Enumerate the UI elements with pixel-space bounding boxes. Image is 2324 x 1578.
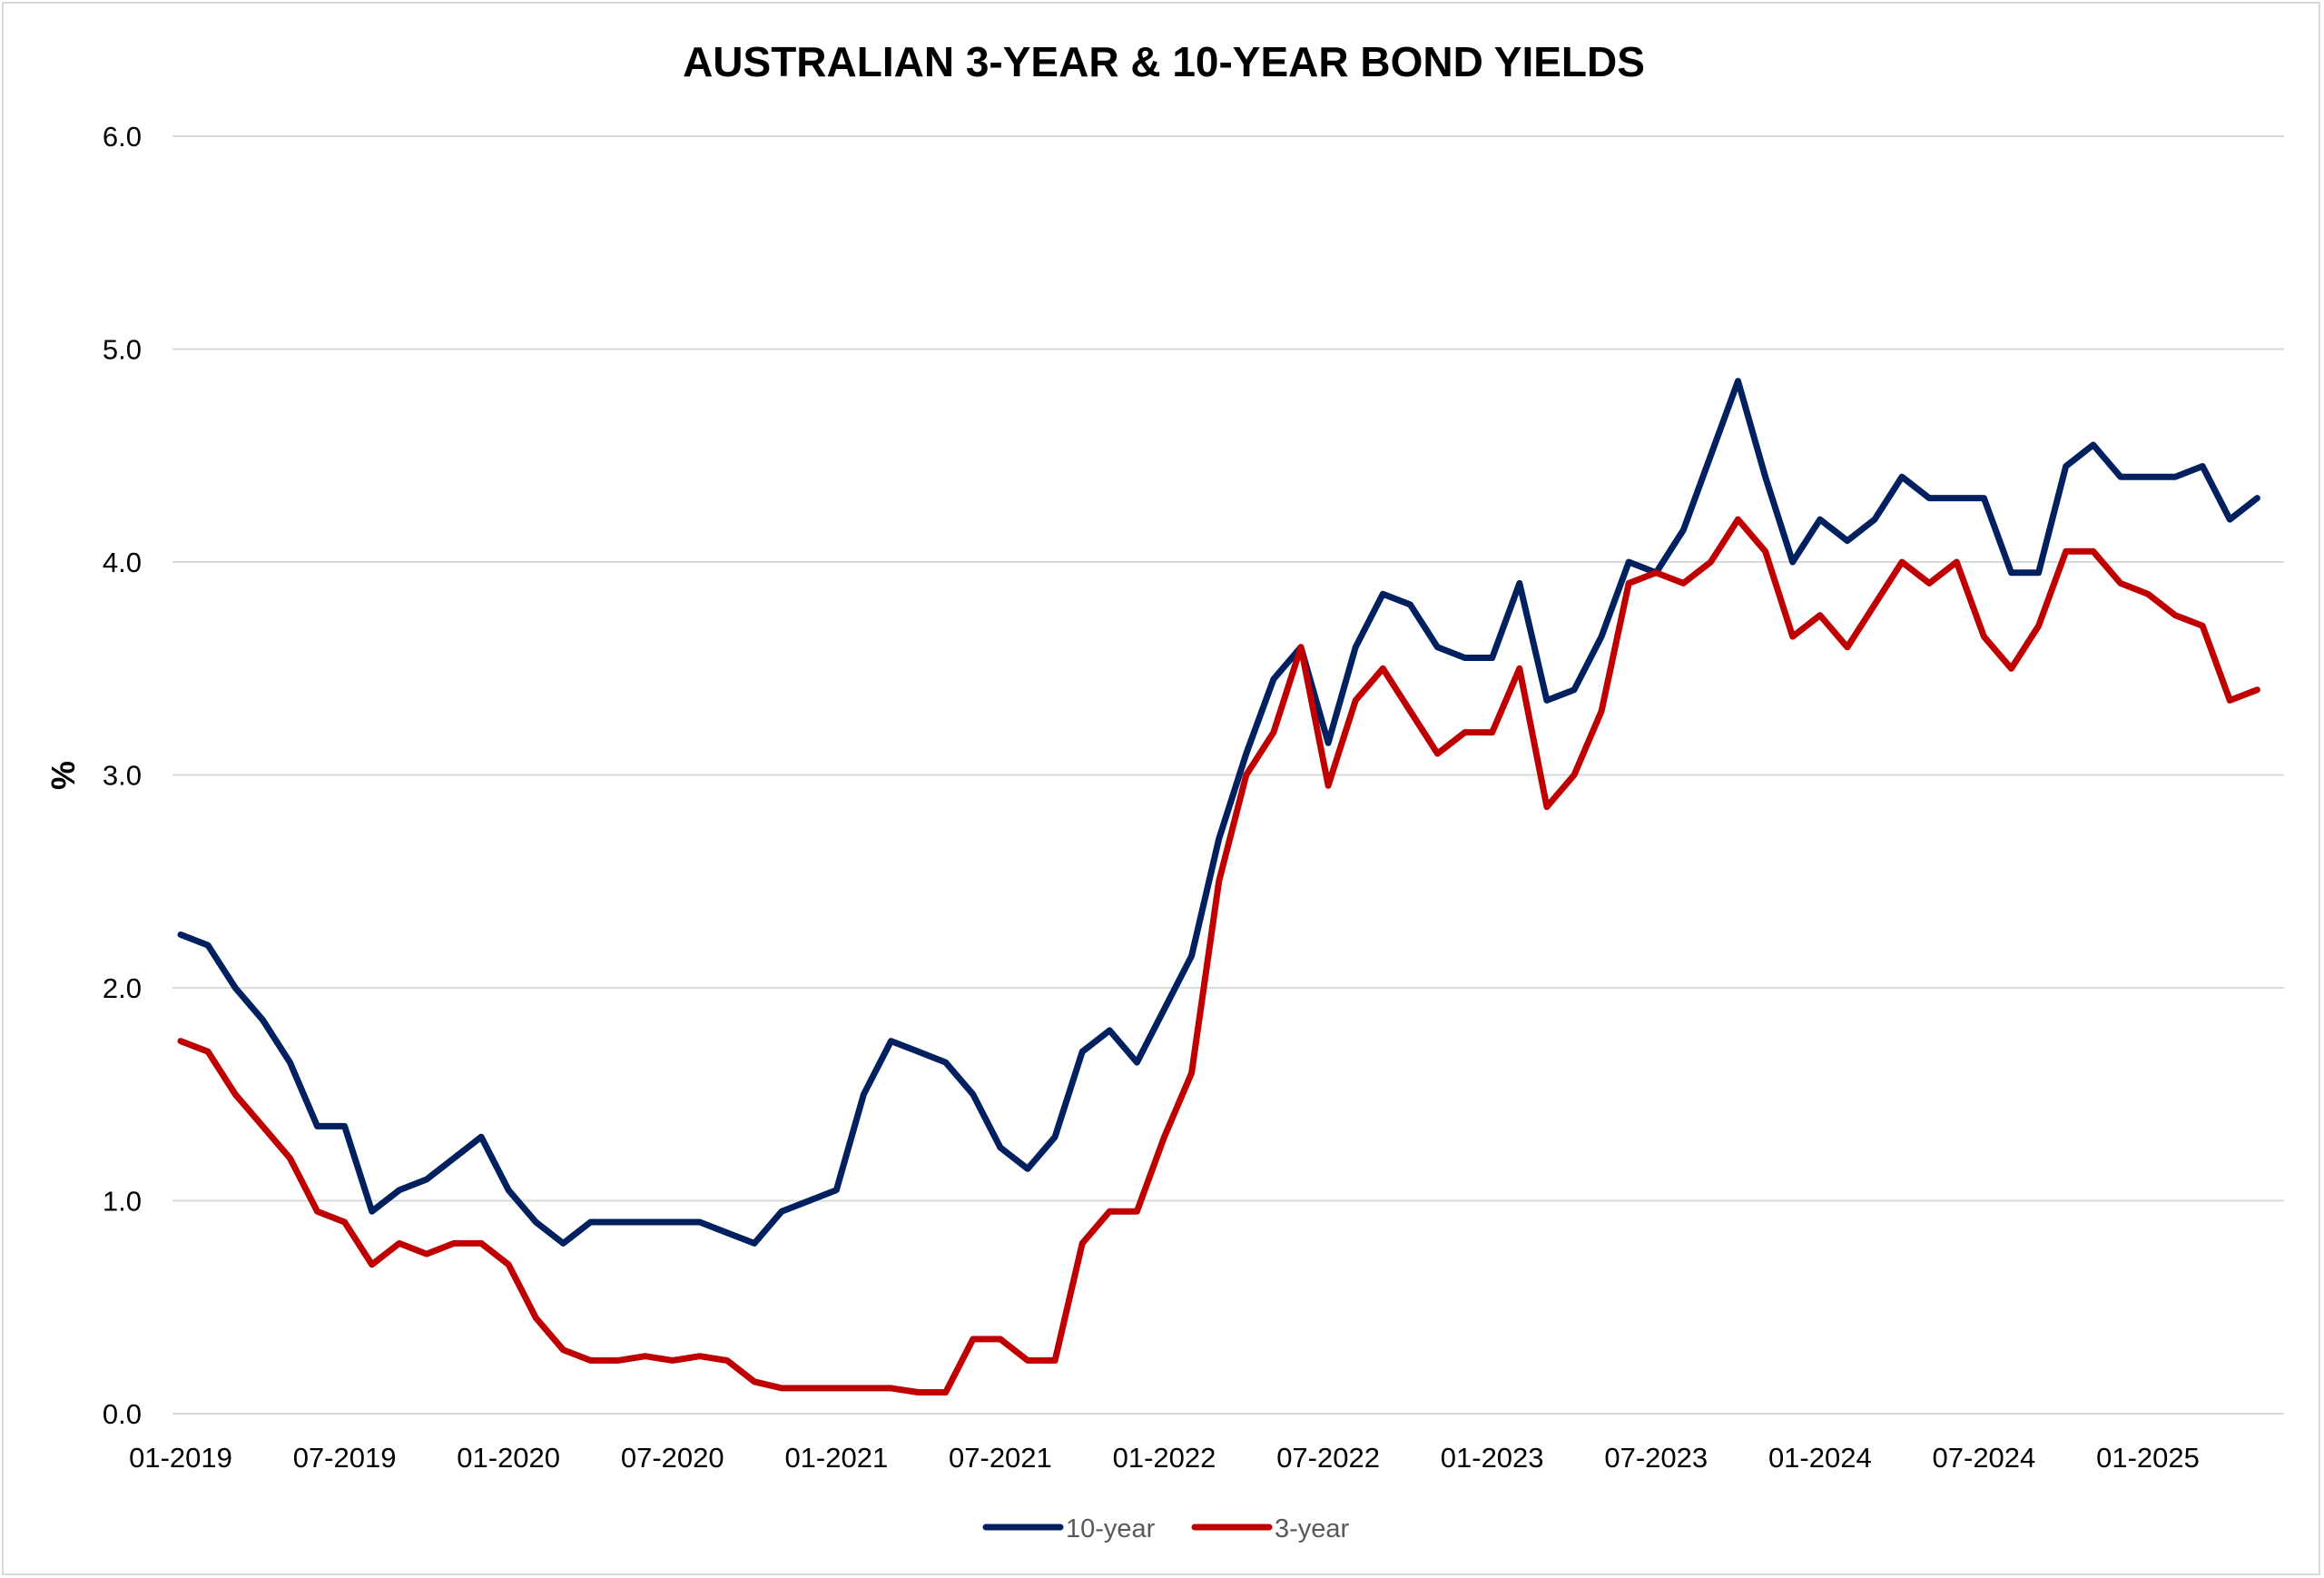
legend-label: 3-year: [1275, 1514, 1350, 1543]
y-axis-label: %: [44, 761, 82, 790]
x-tick-label: 01-2025: [2096, 1442, 2200, 1474]
x-tick-label: 07-2022: [1276, 1442, 1380, 1474]
x-tick-label: 01-2023: [1441, 1442, 1544, 1474]
y-tick-labels: 0.0 1.0 2.0 3.0 4.0 5.0 6.0: [103, 121, 142, 1430]
x-tick-label: 07-2023: [1604, 1442, 1708, 1474]
x-tick-label: 07-2020: [621, 1442, 724, 1474]
x-tick-label: 07-2019: [293, 1442, 397, 1474]
x-tick-label: 01-2022: [1113, 1442, 1216, 1474]
legend-label: 10-year: [1066, 1514, 1156, 1543]
x-tick-label: 01-2021: [784, 1442, 888, 1474]
line-chart: AUSTRALIAN 3-YEAR & 10-YEAR BOND YIELDS …: [44, 38, 2284, 1543]
gridlines: [172, 135, 2284, 1415]
legend: 10-year 3-year: [982, 1514, 1350, 1543]
x-tick-label: 01-2024: [1768, 1442, 1872, 1474]
x-tick-labels: 01-2019 07-2019 01-2020 07-2020 01-2021 07-20…: [129, 1442, 2200, 1474]
series-line-10-year: [177, 378, 2260, 1247]
x-tick-label: 01-2019: [129, 1442, 232, 1474]
y-tick-label: 2.0: [103, 972, 142, 1004]
x-tick-label: 07-2021: [949, 1442, 1052, 1474]
x-tick-label: 01-2020: [457, 1442, 560, 1474]
y-tick-label: 4.0: [103, 547, 142, 578]
y-tick-label: 1.0: [103, 1186, 142, 1218]
series-lines: [177, 378, 2260, 1396]
y-tick-label: 6.0: [103, 121, 142, 153]
x-tick-label: 07-2024: [1933, 1442, 2036, 1474]
series-line-3-year: [177, 516, 2260, 1396]
y-tick-label: 3.0: [103, 760, 142, 792]
y-tick-label: 0.0: [103, 1398, 142, 1430]
chart-title: AUSTRALIAN 3-YEAR & 10-YEAR BOND YIELDS: [683, 38, 1645, 85]
y-tick-label: 5.0: [103, 334, 142, 366]
